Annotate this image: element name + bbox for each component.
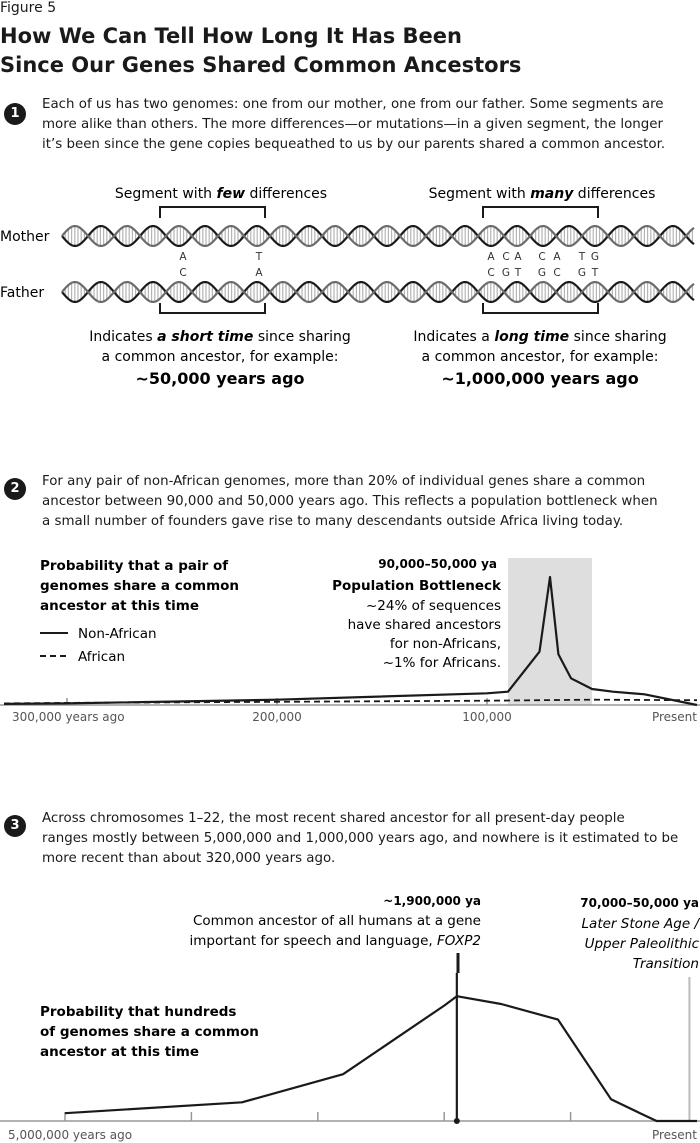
section-3-line: ranges mostly between 5,000,000 and 1,00… [42,831,679,846]
father-base: T [514,267,522,279]
title-line-2: Since Our Genes Shared Common Ancestors [0,53,522,77]
mother-label: Mother [0,229,50,245]
right-note-line-1: Indicates a long time since sharing [413,329,666,345]
bottleneck-title: Population Bottleneck [332,578,502,594]
foxp2-marker-dot [453,1118,460,1124]
band-date-label: 90,000–50,000 ya [378,557,497,571]
mother-strand [61,225,695,247]
lsa-line-2: Upper Paleolithic [585,936,700,952]
mother-dna-rungs [64,226,694,246]
chart-3-ylabel-1: Probability that hundreds [40,1004,236,1020]
tick-label-100000: 100,000 [462,710,512,724]
chart-2-ylabel-2: genomes share a common [40,578,239,594]
lsa-date: 70,000–50,000 ya [580,896,699,910]
bottleneck-line-1: ~24% of sequences [366,598,501,614]
left-note-value: ~50,000 years ago [135,369,304,388]
step-2-badge: 2 [4,478,26,500]
non-african-series-line [3,575,698,707]
chart-2-ylabel-1: Probability that a pair of [40,558,228,574]
step-1-badge: 1 [4,103,26,125]
foxp2-line-1: Common ancestor of all humans at a gene [193,913,481,929]
shared-ancestor-chart: ~1,900,000 ya Common ancestor of all hum… [0,894,700,1142]
chart-2-ylabel-3: ancestor at this time [40,598,199,614]
bottleneck-chart: Probability that a pair of genomes share… [0,557,700,724]
mother-base: T [578,251,586,263]
right-note-value: ~1,000,000 years ago [441,369,638,388]
bottleneck-line-3: for non-Africans, [390,636,501,652]
mother-base: T [255,251,263,263]
chart-3-ylabel-3: ancestor at this time [40,1044,199,1060]
lsa-line-1: Later Stone Age / [582,916,700,932]
bottleneck-line-4: ~1% for Africans. [383,655,501,671]
few-bracket-lower [159,303,266,314]
section-3-line: Across chromosomes 1–22, the most recent… [42,811,625,826]
section-2-line: a small number of founders gave rise to … [42,514,624,529]
left-note-line-2: a common ancestor, for example: [102,349,339,365]
tick-label-present: Present [652,710,697,724]
chart-3-tick-start: 5,000,000 years ago [8,1128,132,1142]
chart-3-tick-present: Present [652,1128,697,1142]
tick-label-200000: 200,000 [252,710,302,724]
father-base: C [487,267,494,279]
mother-base: A [514,251,522,263]
mother-base: C [502,251,509,263]
section-1-text: Each of us has two genomes: one from our… [42,95,692,155]
legend-non-african: Non-African [78,626,157,642]
many-bracket [482,206,599,218]
left-note-line-1: Indicates a short time since sharing [89,329,351,345]
father-base: T [591,267,599,279]
father-base: A [255,267,263,279]
father-dna-rungs [64,282,694,302]
main-title: How We Can Tell How Long It Has Been Sin… [0,22,690,80]
father-base: C [553,267,560,279]
father-strand [61,281,695,303]
father-base: G [578,267,586,279]
few-bracket [159,206,266,218]
mother-base: A [179,251,187,263]
father-base: G [502,267,510,279]
father-strand [61,281,695,303]
section-2-line: For any pair of non-African genomes, mor… [42,474,646,489]
section-2-line: ancestor between 90,000 and 50,000 years… [42,494,658,509]
many-bracket-lower [482,303,599,314]
section-1-line: Each of us has two genomes: one from our… [42,97,664,112]
lsa-line-3: Transition [633,956,699,972]
step-3-badge: 3 [4,815,26,837]
father-base: G [538,267,546,279]
section-1-line: it’s been since the gene copies bequeath… [42,137,666,152]
right-note-line-2: a common ancestor, for example: [422,349,659,365]
foxp2-line-2: important for speech and language, FOXP2 [190,933,481,949]
mother-base: A [487,251,495,263]
tick-label-300000: 300,000 years ago [12,710,125,724]
chart-3-ylabel-2: of genomes share a common [40,1024,259,1040]
shared-ancestor-curve [64,995,697,1123]
section-1-line: more alike than others. The more differe… [42,117,664,132]
section-3-text: Across chromosomes 1–22, the most recent… [42,809,692,869]
father-base: C [179,267,186,279]
figure-label: Figure 5 [0,0,57,16]
few-label: Segment with few differences [115,186,327,202]
foxp2-date: ~1,900,000 ya [383,894,481,908]
title-line-1: How We Can Tell How Long It Has Been [0,24,462,48]
section-3-line: more recent than about 320,000 years ago… [42,851,336,866]
dna-diagram: Segment with few differences Segment wit… [0,186,695,388]
mother-base: A [553,251,561,263]
section-2-text: For any pair of non-African genomes, mor… [42,472,692,532]
bottleneck-line-2: have shared ancestors [348,617,501,633]
many-label: Segment with many differences [429,186,656,202]
legend-african: African [78,649,125,665]
mother-base: C [538,251,545,263]
father-label: Father [0,285,44,301]
mother-strand [61,225,695,247]
mother-base: G [591,251,599,263]
